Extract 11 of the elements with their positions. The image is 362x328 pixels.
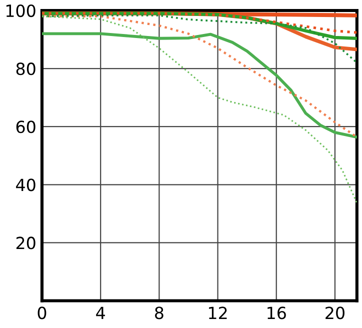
- x-tick-label: 0: [38, 306, 46, 320]
- y-tick-label: 20: [16, 236, 36, 250]
- x-tick-label: 12: [209, 306, 227, 319]
- x-tick-label: 8: [155, 306, 164, 320]
- y-tick-label: 40: [16, 178, 36, 192]
- x-tick-label: 20: [326, 306, 344, 320]
- y-tick-label: 60: [16, 120, 36, 134]
- x-tick-label: 4: [96, 306, 105, 319]
- x-tick-label: 16: [268, 306, 286, 320]
- y-tick-label: 100: [6, 4, 36, 18]
- y-tick-label: 80: [16, 62, 36, 76]
